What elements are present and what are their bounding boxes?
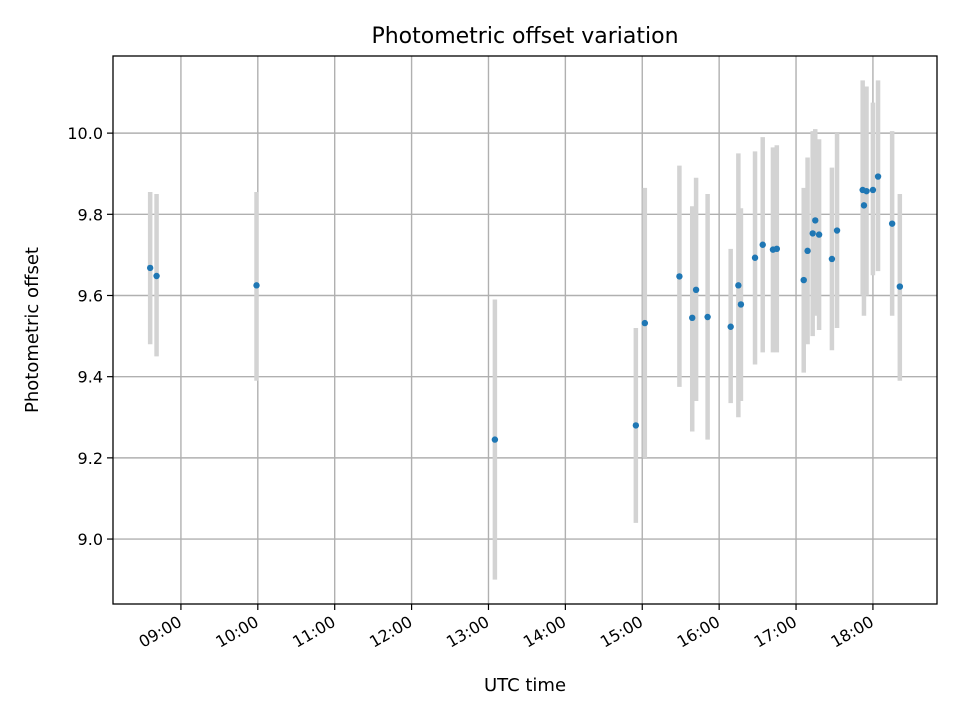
data-point [146,264,154,272]
data-point [809,230,816,237]
y-tick-label: 9.2 [78,449,103,468]
data-point [153,272,160,280]
data-point [815,231,823,238]
data-point [735,282,742,289]
data-point [833,227,841,234]
point-layer [146,173,904,443]
y-tick-label: 9.6 [78,286,103,305]
data-point [751,254,759,261]
data-point [888,220,896,227]
chart-title: Photometric offset variation [371,24,678,49]
data-point [491,436,499,443]
y-tick-label: 9.4 [78,368,103,387]
data-point [727,323,734,330]
data-point [828,255,836,263]
y-tick-label: 10.0 [67,124,103,143]
plot-frame [112,55,938,605]
data-point [804,247,811,255]
y-tick-label: 9.8 [78,205,103,224]
data-point [676,273,683,280]
y-axis: 9.0 9.2 9.4 9.6 9.8 10.0 [67,124,113,549]
data-point [896,283,904,290]
y-axis-label: Photometric offset [22,247,43,413]
data-point [641,319,649,327]
data-point [759,241,766,248]
data-point [773,245,781,253]
data-point [863,187,870,195]
data-point [812,217,819,224]
y-tick-label: 9.0 [78,530,103,549]
data-point [632,422,640,429]
grid-layer [113,56,937,604]
data-point [860,202,868,209]
data-point [253,282,260,289]
data-point [874,173,882,180]
data-point [692,286,700,294]
x-axis: 09:00 10:00 11:00 12:00 13:00 14:00 15:00 16:00… [135,604,877,652]
data-point [704,313,711,321]
data-point [869,186,877,194]
data-point [737,301,745,308]
data-point [800,276,807,284]
data-point [689,314,696,322]
x-axis-label: UTC time [484,675,566,696]
